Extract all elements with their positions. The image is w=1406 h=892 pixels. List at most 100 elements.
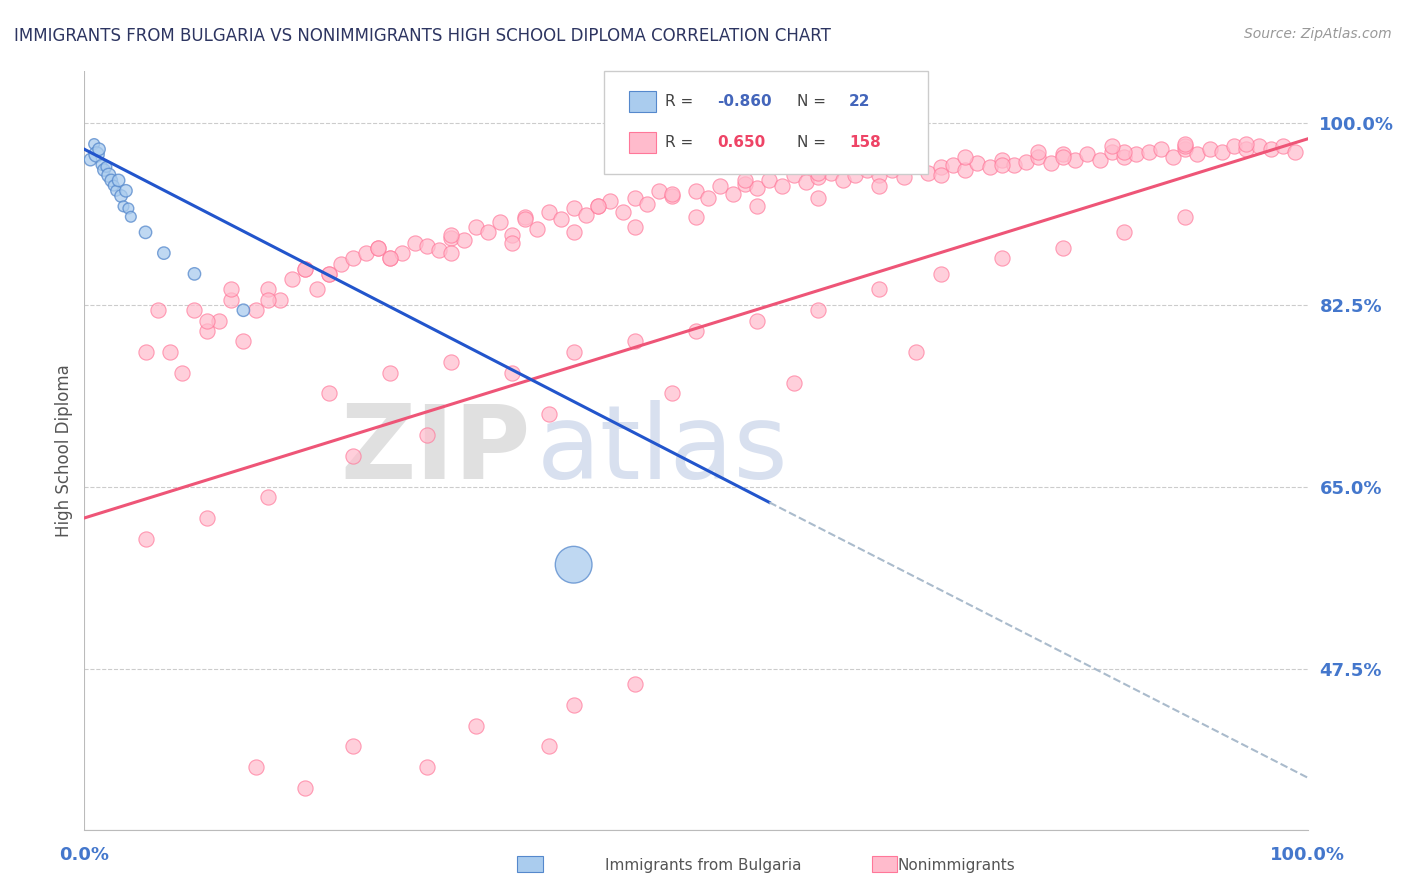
Point — [79, 153, 101, 167]
Point — [1187, 147, 1209, 161]
Point — [624, 677, 647, 691]
Point — [1114, 149, 1136, 163]
Point — [991, 153, 1014, 167]
Point — [380, 366, 402, 380]
Point — [219, 283, 242, 297]
Point — [391, 246, 413, 260]
Point — [318, 267, 340, 281]
Point — [820, 166, 842, 180]
Point — [1247, 139, 1270, 153]
Point — [807, 166, 830, 180]
Point — [1236, 137, 1258, 152]
Point — [880, 163, 903, 178]
Point — [294, 261, 316, 276]
Point — [794, 176, 817, 190]
Point — [107, 173, 129, 187]
Point — [979, 160, 1001, 174]
Bar — [517, 856, 543, 872]
Point — [1236, 142, 1258, 156]
Point — [195, 511, 218, 525]
Point — [575, 208, 598, 222]
Point — [953, 149, 976, 163]
Point — [783, 168, 806, 182]
Point — [354, 246, 377, 260]
Bar — [628, 91, 655, 112]
Point — [685, 324, 707, 338]
Point — [1052, 149, 1074, 163]
Point — [636, 197, 658, 211]
Point — [869, 168, 891, 182]
Point — [367, 241, 389, 255]
Point — [1137, 145, 1160, 160]
Point — [416, 760, 439, 774]
Point — [747, 199, 769, 213]
Point — [245, 303, 267, 318]
Point — [135, 532, 157, 546]
Point — [648, 184, 671, 198]
Point — [232, 334, 254, 349]
Point — [562, 225, 585, 239]
Point — [416, 428, 439, 442]
Point — [807, 170, 830, 185]
Point — [96, 160, 118, 174]
Point — [502, 235, 524, 250]
Point — [367, 241, 389, 255]
Point — [538, 739, 561, 754]
Point — [747, 313, 769, 327]
Point — [856, 163, 879, 178]
Point — [342, 739, 364, 754]
Point — [110, 189, 132, 203]
Point — [1150, 142, 1173, 156]
Text: ZIP: ZIP — [340, 400, 531, 501]
Point — [380, 252, 402, 266]
Point — [1101, 139, 1123, 153]
Point — [257, 293, 280, 307]
Point — [502, 228, 524, 243]
Point — [245, 760, 267, 774]
Point — [905, 158, 928, 172]
Point — [807, 303, 830, 318]
Point — [219, 293, 242, 307]
Point — [1101, 145, 1123, 160]
Point — [624, 191, 647, 205]
Point — [929, 267, 952, 281]
Point — [1064, 153, 1087, 167]
Point — [685, 210, 707, 224]
Point — [624, 334, 647, 349]
Point — [1028, 145, 1050, 160]
Point — [770, 178, 793, 193]
Point — [502, 366, 524, 380]
Point — [257, 283, 280, 297]
Point — [195, 313, 218, 327]
FancyBboxPatch shape — [605, 71, 928, 174]
Point — [538, 407, 561, 421]
Point — [661, 186, 683, 201]
Text: R =: R = — [665, 95, 699, 110]
Point — [380, 252, 402, 266]
Point — [1125, 147, 1147, 161]
Point — [112, 199, 135, 213]
Point — [1284, 145, 1306, 160]
Point — [624, 220, 647, 235]
Point — [195, 324, 218, 338]
Point — [440, 228, 463, 243]
Point — [562, 344, 585, 359]
Point — [1076, 147, 1098, 161]
Point — [117, 202, 139, 216]
Point — [105, 184, 128, 198]
Point — [440, 230, 463, 244]
Point — [685, 184, 707, 198]
Point — [103, 178, 125, 193]
Point — [929, 168, 952, 182]
Point — [477, 225, 499, 239]
Point — [1002, 158, 1025, 172]
Y-axis label: High School Diploma: High School Diploma — [55, 364, 73, 537]
Point — [709, 178, 731, 193]
Point — [513, 210, 536, 224]
Point — [758, 173, 780, 187]
Point — [183, 267, 205, 281]
Point — [586, 199, 609, 213]
Bar — [872, 856, 897, 872]
Point — [721, 186, 744, 201]
Point — [661, 189, 683, 203]
